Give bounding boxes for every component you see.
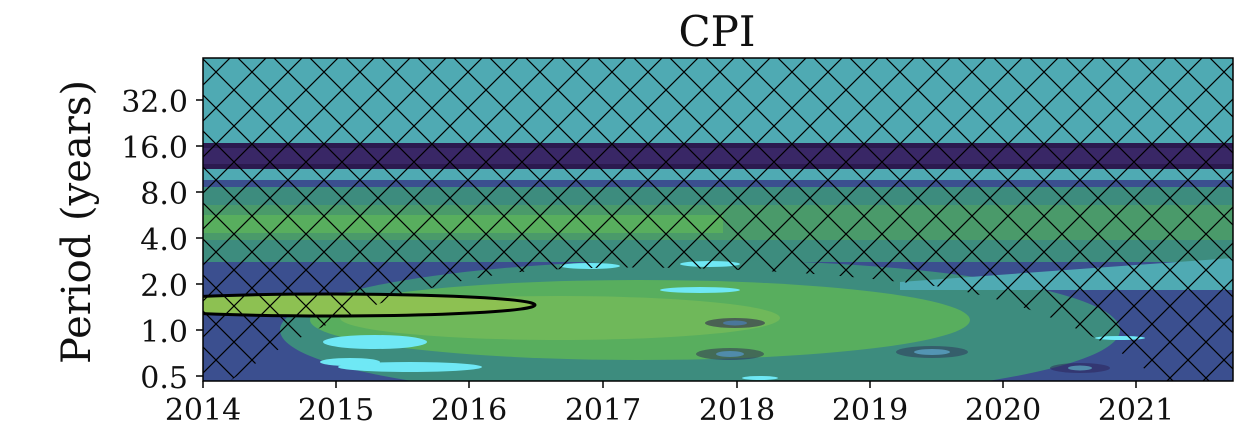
- y-tick-label: 4.0: [140, 223, 188, 258]
- chart-title: CPI: [679, 7, 756, 56]
- x-tick-label: 2020: [965, 393, 1041, 428]
- x-tick: 2014: [165, 381, 241, 428]
- x-tick: 2021: [1098, 381, 1174, 428]
- x-tick: 2016: [431, 381, 507, 428]
- y-axis-label: Period (years): [54, 80, 100, 364]
- y-tick-label: 8.0: [140, 177, 188, 212]
- dark-spots: [696, 318, 1110, 373]
- plot-frame: [202, 57, 1234, 382]
- x-tick: 2018: [699, 381, 775, 428]
- y-tick-label: 16.0: [121, 131, 188, 166]
- y-tick: 4.0: [140, 223, 203, 258]
- x-tick-label: 2019: [832, 393, 908, 428]
- y-axis: 0.5 1.0 2.0 4.0 8.0 16.0 32.0: [121, 85, 203, 396]
- y-tick: 8.0: [140, 177, 203, 212]
- y-tick-label: 2.0: [140, 269, 188, 304]
- x-tick-label: 2016: [431, 393, 507, 428]
- x-axis: 2014 2015 2016 2017 2018 2019 2020 2021: [165, 381, 1174, 428]
- y-tick: 16.0: [121, 131, 203, 166]
- x-tick: 2019: [832, 381, 908, 428]
- x-tick: 2015: [298, 381, 374, 428]
- x-tick-label: 2017: [565, 393, 641, 428]
- x-tick-label: 2014: [165, 393, 241, 428]
- y-tick: 2.0: [140, 269, 203, 304]
- x-tick: 2017: [565, 381, 641, 428]
- x-tick: 2020: [965, 381, 1041, 428]
- plot-area: [203, 58, 1233, 381]
- x-tick-label: 2015: [298, 393, 374, 428]
- y-tick: 1.0: [140, 315, 203, 350]
- x-tick-label: 2018: [699, 393, 775, 428]
- y-tick: 0.5: [140, 361, 203, 396]
- cone-of-influence-hatch: [203, 58, 1233, 381]
- y-tick-label: 0.5: [140, 361, 188, 396]
- y-tick-label: 32.0: [121, 85, 188, 120]
- x-tick-label: 2021: [1098, 393, 1174, 428]
- y-tick-label: 1.0: [140, 315, 188, 350]
- y-tick: 32.0: [121, 85, 203, 120]
